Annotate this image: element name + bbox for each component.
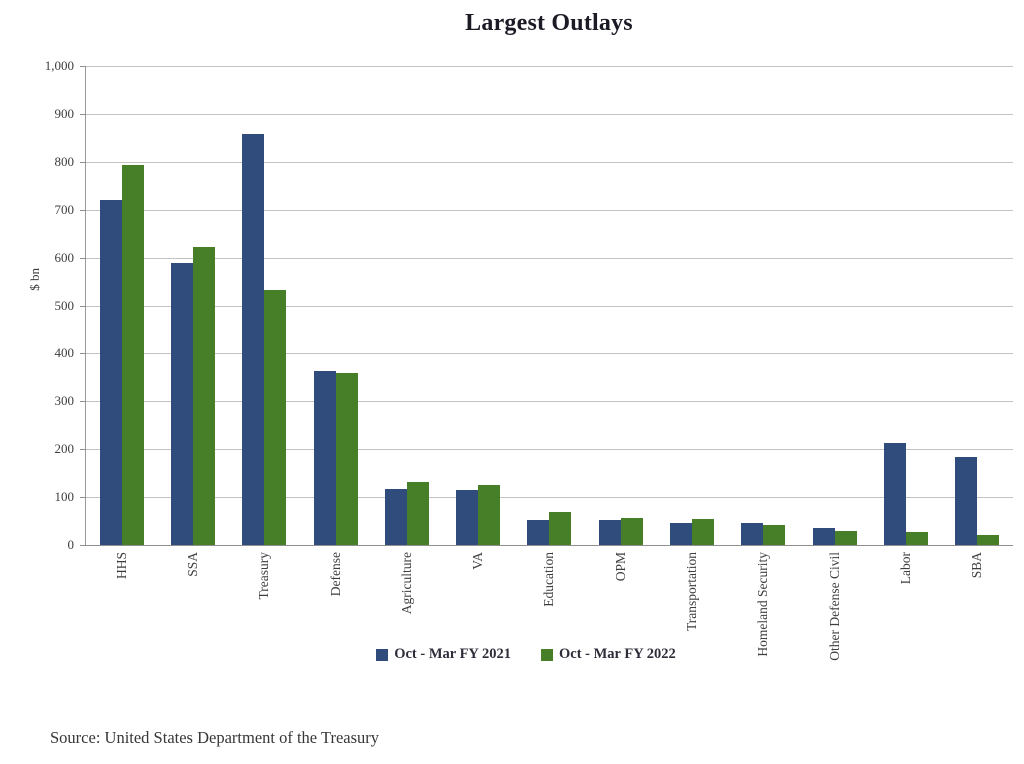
bar-agriculture-oct-mar-fy-2021 (384, 488, 407, 545)
x-axis-label-text: HHS (113, 552, 129, 580)
bar-sba-oct-mar-fy-2022 (977, 535, 1000, 545)
y-tick-mark (80, 113, 86, 115)
bar-transportation-oct-mar-fy-2021 (670, 522, 693, 545)
y-tick-mark (80, 257, 86, 259)
bar-treasury-oct-mar-fy-2021 (242, 133, 265, 545)
legend-label-fy2021: Oct - Mar FY 2021 (394, 646, 511, 662)
y-tick-mark (80, 305, 86, 307)
x-axis-label-text: Other Defense Civil (826, 552, 842, 661)
y-tick-mark (80, 497, 86, 499)
bars-layer (86, 66, 1013, 545)
bar-group-defense (300, 66, 371, 545)
legend-item-fy2022: Oct - Mar FY 2022 (541, 646, 676, 663)
bar-group-hhs (86, 66, 157, 545)
legend: Oct - Mar FY 2021 Oct - Mar FY 2022 (14, 646, 1024, 663)
bar-defense-oct-mar-fy-2021 (313, 371, 336, 545)
bar-labor-oct-mar-fy-2022 (906, 531, 929, 545)
y-tick-label: 500 (54, 297, 75, 313)
bar-defense-oct-mar-fy-2022 (335, 373, 358, 545)
y-tick-mark (80, 209, 86, 211)
bar-group-labor (870, 66, 941, 545)
gridline (86, 113, 1013, 115)
bar-group-treasury (229, 66, 300, 545)
gridline (86, 353, 1013, 355)
bar-group-va (443, 66, 514, 545)
x-axis-label-text: VA (470, 552, 486, 570)
bar-va-oct-mar-fy-2021 (456, 489, 479, 545)
bar-opm-oct-mar-fy-2021 (598, 520, 621, 545)
gridline (86, 497, 1013, 499)
bar-ssa-oct-mar-fy-2021 (170, 262, 193, 545)
gridline (86, 449, 1013, 451)
x-axis-label-text: Homeland Security (755, 552, 771, 657)
x-axis-label-text: OPM (612, 552, 628, 582)
plot-area: 0 100 200 300 400 500 600 700 800 900 1,000 HHS SSA… (45, 59, 1013, 661)
legend-swatch-fy2022-icon (541, 648, 553, 661)
bar-va-oct-mar-fy-2022 (478, 484, 501, 545)
bar-group-agriculture (371, 66, 442, 545)
y-tick-mark (80, 353, 86, 355)
y-tick-mark (80, 545, 86, 546)
y-tick-mark (80, 401, 86, 403)
x-axis-label-text: Defense (327, 552, 343, 597)
x-axis-label-text: SBA (969, 552, 985, 579)
source-note: Source: United States Department of the … (50, 728, 380, 747)
gridline (86, 305, 1013, 307)
bar-group-opm (585, 66, 656, 545)
y-tick-label: 600 (54, 249, 75, 265)
x-axis-label-text: Transportation (684, 552, 700, 632)
bar-opm-oct-mar-fy-2022 (620, 517, 643, 545)
y-tick-mark (80, 161, 86, 163)
bar-hhs-oct-mar-fy-2021 (99, 200, 122, 545)
chart-area: $ bn 0 100 200 300 400 500 600 700 800 900 1,000 H… (27, 59, 1013, 661)
bar-group-transportation (656, 66, 727, 545)
y-tick-mark (80, 449, 86, 451)
bar-group-ssa (157, 66, 228, 545)
bar-other-defense-civil-oct-mar-fy-2021 (812, 528, 835, 545)
y-tick-label: 100 (54, 489, 75, 505)
bar-education-oct-mar-fy-2021 (527, 520, 550, 545)
bar-other-defense-civil-oct-mar-fy-2022 (834, 530, 857, 545)
y-tick-label: 300 (54, 393, 75, 409)
bar-ssa-oct-mar-fy-2022 (192, 246, 215, 545)
chart-title: Largest Outlays (465, 10, 633, 36)
bar-labor-oct-mar-fy-2021 (884, 442, 907, 545)
gridline (86, 66, 1013, 67)
bar-homeland-security-oct-mar-fy-2021 (741, 523, 764, 545)
y-tick-mark (80, 66, 86, 67)
y-tick-label: 400 (54, 345, 75, 361)
y-tick-label: 900 (54, 105, 75, 121)
bar-homeland-security-oct-mar-fy-2022 (763, 525, 786, 545)
bar-group-other-defense-civil (799, 66, 870, 545)
legend-label-fy2022: Oct - Mar FY 2022 (559, 646, 676, 662)
bar-agriculture-oct-mar-fy-2022 (406, 482, 429, 545)
y-axis-label: $ bn (27, 267, 42, 291)
y-tick-label: 0 (67, 537, 75, 552)
bar-group-education (514, 66, 585, 545)
gridline (86, 257, 1013, 259)
y-tick-label: 800 (54, 153, 75, 169)
legend-swatch-fy2021-icon (376, 648, 389, 661)
x-axis-label-text: Education (541, 552, 557, 607)
x-axis-label-text: Treasury (256, 552, 272, 600)
y-tick-label: 200 (54, 441, 75, 457)
bar-education-oct-mar-fy-2022 (549, 511, 572, 545)
legend-item-fy2021: Oct - Mar FY 2021 (376, 646, 511, 663)
bar-hhs-oct-mar-fy-2022 (121, 165, 144, 545)
bar-transportation-oct-mar-fy-2022 (692, 519, 715, 545)
bar-group-homeland-security (728, 66, 799, 545)
bar-sba-oct-mar-fy-2021 (955, 457, 978, 545)
x-axis-label-text: Agriculture (398, 552, 414, 615)
y-tick-label: 700 (54, 201, 75, 217)
x-axis-label-text: Labor (898, 552, 914, 585)
y-tick-label: 1,000 (44, 58, 74, 73)
gridline (86, 161, 1013, 163)
gridline (86, 401, 1013, 403)
bar-treasury-oct-mar-fy-2022 (264, 290, 287, 545)
gridline (86, 209, 1013, 211)
x-axis-label-text: SSA (184, 552, 200, 577)
bar-group-sba (942, 66, 1013, 545)
